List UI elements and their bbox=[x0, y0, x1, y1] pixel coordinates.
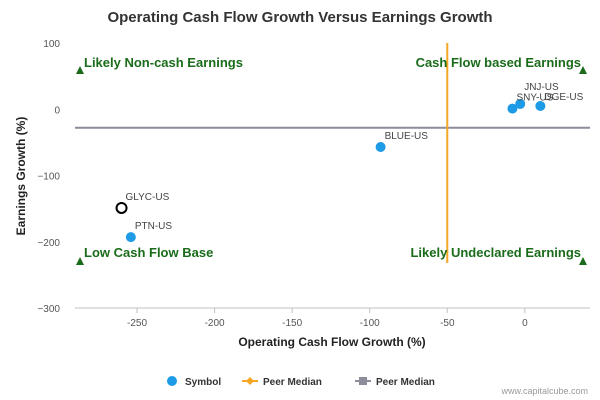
quadrant-label-top-right: Cash Flow based Earnings bbox=[416, 55, 581, 70]
quadrant-label-bottom-left: Low Cash Flow Base bbox=[84, 245, 213, 260]
x-tick-label: -150 bbox=[282, 318, 302, 329]
data-point-label: PTN-US bbox=[135, 221, 173, 232]
data-point-label: SNY-US bbox=[516, 93, 553, 104]
data-point bbox=[515, 98, 526, 109]
chart-title: Operating Cash Flow Growth Versus Earnin… bbox=[107, 9, 492, 26]
quadrant-marker-triangle bbox=[76, 257, 84, 265]
data-point-label: BLUE-US bbox=[385, 131, 429, 142]
data-point bbox=[125, 232, 136, 243]
x-tick-label: -250 bbox=[127, 318, 147, 329]
y-tick-label: −100 bbox=[37, 172, 60, 183]
legend-diamond-marker bbox=[246, 377, 254, 385]
y-axis-title: Earnings Growth (%) bbox=[14, 117, 28, 236]
plot-area: -250 -200 -150 -100 -50 0 100 0 −100 −200 −300 JNJ-… bbox=[37, 39, 590, 329]
x-tick-label: 0 bbox=[522, 318, 528, 329]
y-tick-label: 100 bbox=[43, 39, 60, 50]
legend-symbol-marker bbox=[167, 376, 177, 386]
data-point-label: GLYC-US bbox=[126, 192, 170, 203]
quadrant-marker-triangle bbox=[579, 66, 587, 74]
data-point bbox=[115, 201, 128, 214]
data-point-label: DGE-US bbox=[544, 92, 583, 103]
data-point bbox=[535, 100, 546, 111]
credit-text: www.capitalcube.com bbox=[500, 386, 588, 396]
legend: Symbol Peer Median Peer Median bbox=[167, 376, 435, 388]
y-tick-label: −300 bbox=[37, 304, 60, 315]
legend-label: Symbol bbox=[185, 377, 221, 388]
legend-label: Peer Median bbox=[376, 377, 435, 388]
y-tick-label: 0 bbox=[54, 105, 60, 116]
x-tick-label: -200 bbox=[205, 318, 225, 329]
data-point bbox=[375, 142, 386, 153]
data-point bbox=[507, 103, 518, 114]
legend-label: Peer Median bbox=[263, 377, 322, 388]
quadrant-marker-triangle bbox=[579, 257, 587, 265]
legend-square-marker bbox=[359, 377, 367, 385]
y-tick-label: −200 bbox=[37, 238, 60, 249]
x-axis-title: Operating Cash Flow Growth (%) bbox=[238, 335, 425, 349]
quadrant-label-bottom-right: Likely Undeclared Earnings bbox=[410, 245, 581, 260]
quadrant-marker-triangle bbox=[76, 66, 84, 74]
data-point-label: JNJ-US bbox=[524, 82, 559, 93]
x-tick-label: -50 bbox=[440, 318, 455, 329]
quadrant-label-top-left: Likely Non-cash Earnings bbox=[84, 55, 243, 70]
x-tick-label: -100 bbox=[360, 318, 380, 329]
